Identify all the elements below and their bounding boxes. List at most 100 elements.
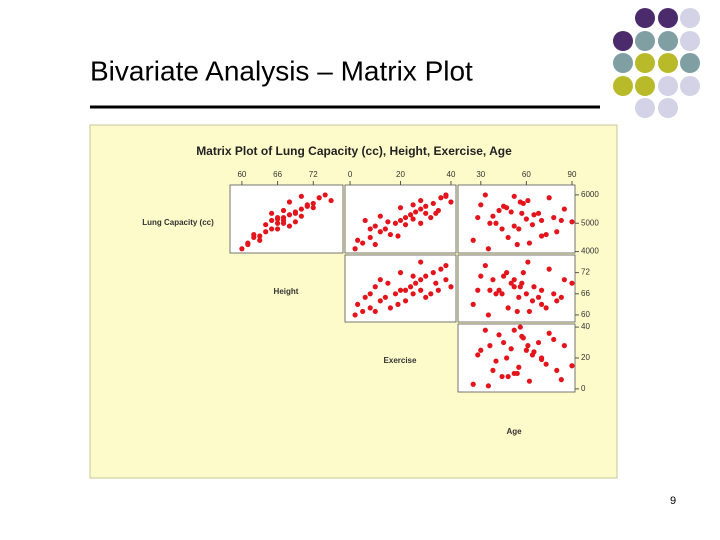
- point: [485, 383, 491, 389]
- point: [418, 220, 424, 226]
- point: [418, 206, 424, 212]
- point: [508, 346, 514, 352]
- point: [493, 220, 499, 226]
- point: [428, 291, 434, 297]
- point: [523, 216, 529, 222]
- point: [251, 231, 257, 238]
- x-tick-label: 90: [568, 170, 577, 179]
- point: [392, 220, 399, 226]
- point: [475, 287, 481, 293]
- point: [485, 246, 491, 252]
- point: [360, 308, 366, 315]
- variable-label: Lung Capacity (cc): [142, 218, 214, 227]
- point: [531, 212, 537, 218]
- point: [525, 259, 531, 265]
- point: [423, 203, 429, 209]
- point: [482, 192, 488, 198]
- point: [418, 197, 424, 204]
- point: [496, 207, 502, 214]
- y-tick-label: 60: [581, 310, 590, 319]
- point: [438, 195, 444, 201]
- point: [485, 312, 491, 318]
- point: [520, 270, 526, 276]
- x-tick-label: 20: [396, 170, 405, 179]
- point: [475, 352, 481, 358]
- point: [535, 339, 542, 346]
- point: [402, 222, 409, 228]
- point: [385, 280, 391, 286]
- point: [508, 280, 514, 286]
- point: [407, 212, 414, 218]
- point: [322, 192, 328, 198]
- point: [292, 210, 299, 216]
- x-tick-label: 60: [522, 170, 531, 179]
- point: [490, 277, 496, 283]
- point: [511, 284, 517, 290]
- point: [316, 195, 322, 201]
- point: [257, 237, 263, 243]
- point: [310, 200, 316, 207]
- point: [407, 284, 414, 290]
- point: [569, 363, 575, 369]
- point: [505, 234, 511, 241]
- point: [428, 214, 434, 221]
- point: [499, 226, 505, 232]
- point: [377, 213, 383, 219]
- point: [478, 202, 484, 208]
- point: [517, 199, 523, 205]
- point: [269, 226, 275, 232]
- point: [280, 214, 287, 221]
- point: [543, 231, 549, 238]
- point: [499, 373, 505, 380]
- point: [538, 217, 545, 224]
- point: [443, 262, 449, 269]
- point: [269, 210, 275, 216]
- point: [500, 339, 507, 346]
- point: [558, 217, 564, 224]
- point: [546, 195, 552, 201]
- point: [269, 217, 275, 224]
- point: [505, 305, 511, 311]
- y-tick-label: 40: [581, 322, 590, 331]
- point: [423, 210, 429, 216]
- point: [523, 347, 529, 353]
- y-tick-label: 5000: [581, 218, 599, 227]
- point: [274, 220, 281, 226]
- point: [508, 209, 514, 215]
- point: [280, 207, 287, 214]
- point: [519, 210, 525, 216]
- point: [443, 193, 449, 199]
- point: [377, 229, 383, 235]
- point: [519, 333, 525, 339]
- y-tick-label: 20: [581, 353, 590, 362]
- point: [546, 330, 552, 336]
- point: [487, 220, 493, 226]
- point: [367, 305, 373, 311]
- point: [385, 219, 391, 225]
- x-tick-label: 72: [309, 170, 318, 179]
- point: [561, 206, 567, 212]
- point: [362, 294, 368, 300]
- point: [274, 226, 281, 232]
- point: [478, 347, 484, 353]
- point: [367, 234, 373, 241]
- point: [523, 291, 529, 297]
- point: [482, 327, 488, 333]
- point: [470, 381, 476, 387]
- point: [551, 336, 557, 343]
- point: [377, 277, 383, 283]
- point: [352, 246, 358, 252]
- point: [529, 352, 536, 358]
- point: [430, 200, 436, 207]
- point: [286, 199, 293, 205]
- slide-title: Bivariate Analysis – Matrix Plot: [90, 55, 473, 86]
- point: [410, 216, 416, 222]
- point: [554, 367, 560, 373]
- point: [355, 301, 361, 307]
- x-tick-label: 30: [476, 170, 485, 179]
- point: [298, 213, 304, 219]
- point: [410, 202, 416, 208]
- point: [448, 284, 454, 290]
- point: [538, 233, 545, 239]
- point: [499, 291, 505, 297]
